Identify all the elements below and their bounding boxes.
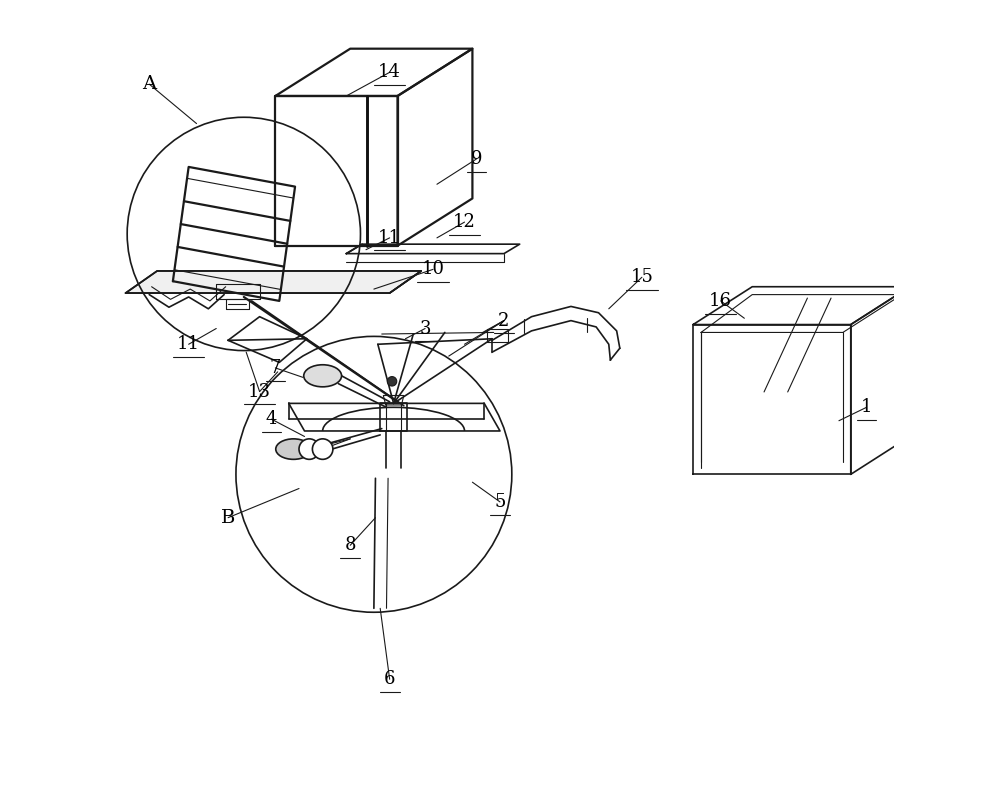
Text: 3: 3 <box>419 320 431 338</box>
Text: 11: 11 <box>177 335 200 354</box>
Text: 9: 9 <box>471 150 482 168</box>
Text: 15: 15 <box>630 268 653 286</box>
Circle shape <box>299 439 319 460</box>
Ellipse shape <box>276 439 311 460</box>
Text: A: A <box>142 75 156 93</box>
Text: 6: 6 <box>384 670 395 688</box>
Text: 10: 10 <box>422 260 445 278</box>
Text: B: B <box>221 509 235 527</box>
Ellipse shape <box>304 365 342 387</box>
Text: 8: 8 <box>344 536 356 554</box>
Text: 11: 11 <box>378 229 401 247</box>
Text: 5: 5 <box>494 493 506 511</box>
Text: 14: 14 <box>378 63 401 81</box>
Text: 12: 12 <box>453 213 476 231</box>
Text: 13: 13 <box>248 383 271 400</box>
Text: 1: 1 <box>861 399 872 416</box>
Text: 2: 2 <box>498 312 510 330</box>
Circle shape <box>387 377 397 386</box>
Text: 7: 7 <box>270 359 281 377</box>
Text: 16: 16 <box>709 292 732 310</box>
Polygon shape <box>126 271 421 293</box>
Circle shape <box>312 439 333 460</box>
Text: 4: 4 <box>266 411 277 428</box>
